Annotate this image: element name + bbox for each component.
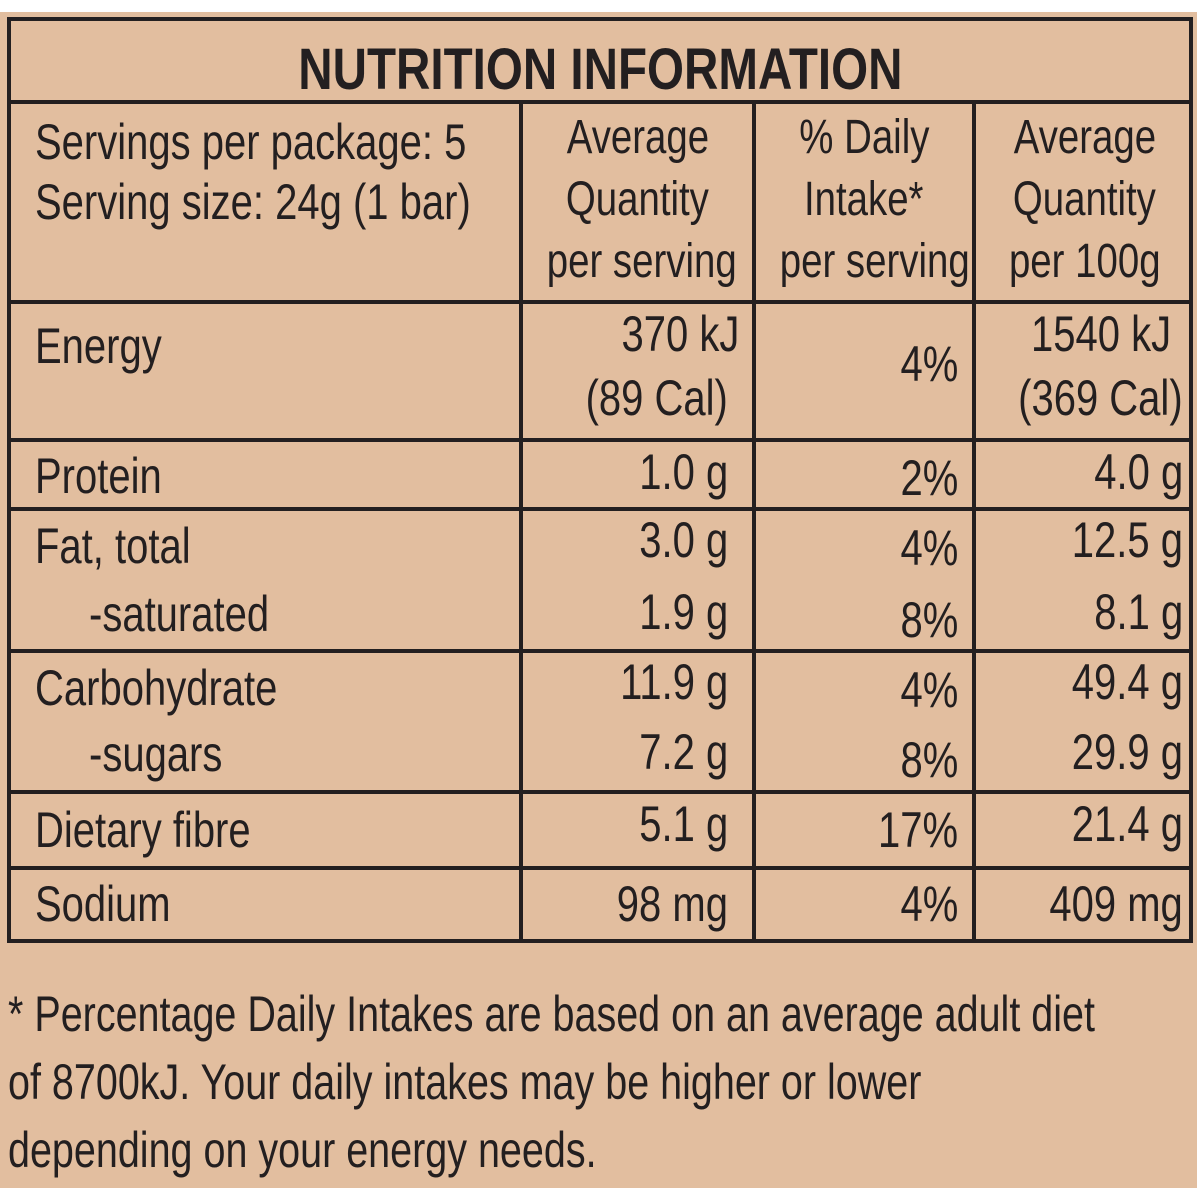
- divider: [11, 100, 1189, 104]
- energy-per-100g: 1540 kJ: [1030, 306, 1171, 362]
- carbohydrate-daily-intake: 4%: [900, 662, 958, 718]
- sugars-per-100g: 29.9 g: [1071, 724, 1183, 780]
- sodium-per-100g: 409 mg: [1049, 876, 1183, 932]
- divider: [11, 649, 1189, 653]
- fat-total-daily-intake: 4%: [900, 520, 958, 576]
- protein-per-serving: 1.0 g: [639, 444, 728, 500]
- serving-size: Serving size: 24g (1 bar): [35, 174, 471, 230]
- row-label-protein: Protein: [35, 448, 162, 504]
- column-header-per-serving: Average Quantity per serving: [546, 111, 737, 288]
- protein-per-100g: 4.0 g: [1094, 444, 1183, 500]
- carbohydrate-per-100g: 49.4 g: [1071, 654, 1183, 710]
- divider: [11, 866, 1189, 870]
- dietary-fibre-per-100g: 21.4 g: [1071, 796, 1183, 852]
- carbohydrate-per-serving: 11.9 g: [619, 654, 728, 710]
- saturated-daily-intake: 8%: [900, 592, 958, 648]
- fat-total-per-100g: 12.5 g: [1071, 512, 1183, 568]
- row-label-energy: Energy: [35, 318, 162, 374]
- dietary-fibre-per-serving: 5.1 g: [639, 796, 728, 852]
- divider: [11, 438, 1189, 442]
- energy-per-serving: 370 kJ: [621, 306, 739, 362]
- energy-per-100g-cal: (369 Cal): [1018, 370, 1183, 426]
- row-label-sodium: Sodium: [35, 876, 171, 932]
- table-title: NUTRITION INFORMATION: [297, 37, 903, 102]
- saturated-per-serving: 1.9 g: [639, 584, 728, 640]
- divider: [11, 507, 1189, 511]
- row-label-dietary-fibre: Dietary fibre: [35, 802, 251, 858]
- row-label-carbohydrate: Carbohydrate: [35, 660, 278, 716]
- sugars-daily-intake: 8%: [900, 732, 958, 788]
- nutrition-table: NUTRITION INFORMATION Servings per packa…: [7, 17, 1193, 943]
- sugars-per-serving: 7.2 g: [639, 724, 728, 780]
- energy-per-serving-cal: (89 Cal): [585, 370, 728, 426]
- sodium-daily-intake: 4%: [900, 876, 958, 932]
- footnote: * Percentage Daily Intakes are based on …: [8, 986, 1095, 1178]
- fat-total-per-serving: 3.0 g: [639, 512, 728, 568]
- row-label-fat-total: Fat, total: [35, 518, 191, 574]
- servings-per-package: Servings per package: 5: [35, 114, 467, 170]
- divider: [972, 102, 976, 939]
- divider: [11, 300, 1189, 304]
- divider: [519, 102, 523, 939]
- column-header-per-100g: Average Quantity per 100g: [1008, 111, 1161, 288]
- row-label-saturated: -saturated: [89, 586, 270, 642]
- nutrition-panel: [0, 12, 1197, 1188]
- divider: [752, 102, 756, 939]
- column-header-daily-intake: % Daily Intake* per serving: [779, 111, 970, 288]
- saturated-per-100g: 8.1 g: [1094, 584, 1183, 640]
- dietary-fibre-daily-intake: 17%: [877, 802, 958, 858]
- energy-daily-intake: 4%: [900, 336, 958, 392]
- sodium-per-serving: 98 mg: [616, 876, 728, 932]
- row-label-sugars: -sugars: [89, 726, 223, 782]
- divider: [11, 790, 1189, 794]
- protein-daily-intake: 2%: [900, 450, 958, 506]
